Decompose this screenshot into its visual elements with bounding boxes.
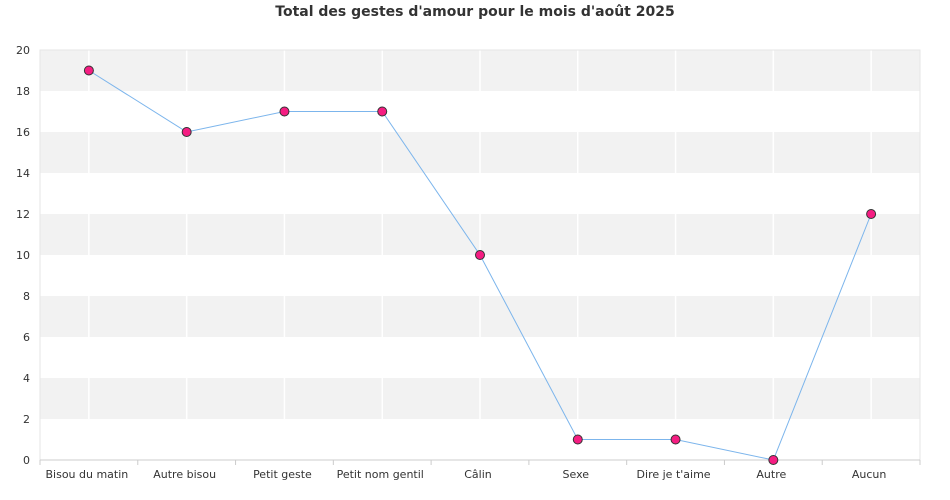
- data-point: [181, 127, 192, 137]
- y-tick-label: 12: [16, 208, 30, 221]
- y-axis-tick-labels: 0 2 4 6 8 10 12 14 16 18 20: [16, 44, 30, 467]
- x-axis-tick-labels: Bisou du matin Autre bisou Petit geste Peti…: [45, 468, 886, 481]
- y-tick-label: 6: [23, 331, 30, 344]
- x-tick-label: Aucun: [852, 468, 887, 481]
- y-tick-label: 0: [23, 454, 30, 467]
- y-tick-label: 8: [23, 290, 30, 303]
- x-tick-label: Sexe: [563, 468, 590, 481]
- x-tick-label: Autre: [756, 468, 786, 481]
- y-tick-label: 2: [23, 413, 30, 426]
- y-tick-label: 16: [16, 126, 30, 139]
- data-point: [83, 65, 94, 76]
- x-tick-label: Petit nom gentil: [337, 468, 424, 481]
- x-tick-label: Petit geste: [253, 468, 312, 481]
- vertical-gridlines: [88, 50, 872, 460]
- y-tick-label: 18: [16, 85, 30, 98]
- data-point: [670, 434, 681, 445]
- y-tick-label: 4: [23, 372, 30, 385]
- data-point: [377, 106, 388, 117]
- data-series: [83, 65, 877, 465]
- data-point: [475, 250, 485, 260]
- chart-title: Total des gestes d'amour pour le mois d'…: [275, 4, 675, 20]
- data-point: [572, 434, 583, 445]
- data-point: [866, 209, 877, 219]
- x-tick-label: Autre bisou: [153, 468, 216, 481]
- data-point: [768, 455, 779, 465]
- y-tick-label: 10: [16, 249, 30, 262]
- x-tick-label: Dire je t'aime: [637, 468, 711, 481]
- x-tick-label: Câlin: [464, 468, 492, 481]
- data-point: [279, 106, 290, 117]
- x-tick-label: Bisou du matin: [45, 468, 128, 481]
- y-tick-label: 20: [16, 44, 30, 57]
- y-tick-label: 14: [16, 167, 30, 180]
